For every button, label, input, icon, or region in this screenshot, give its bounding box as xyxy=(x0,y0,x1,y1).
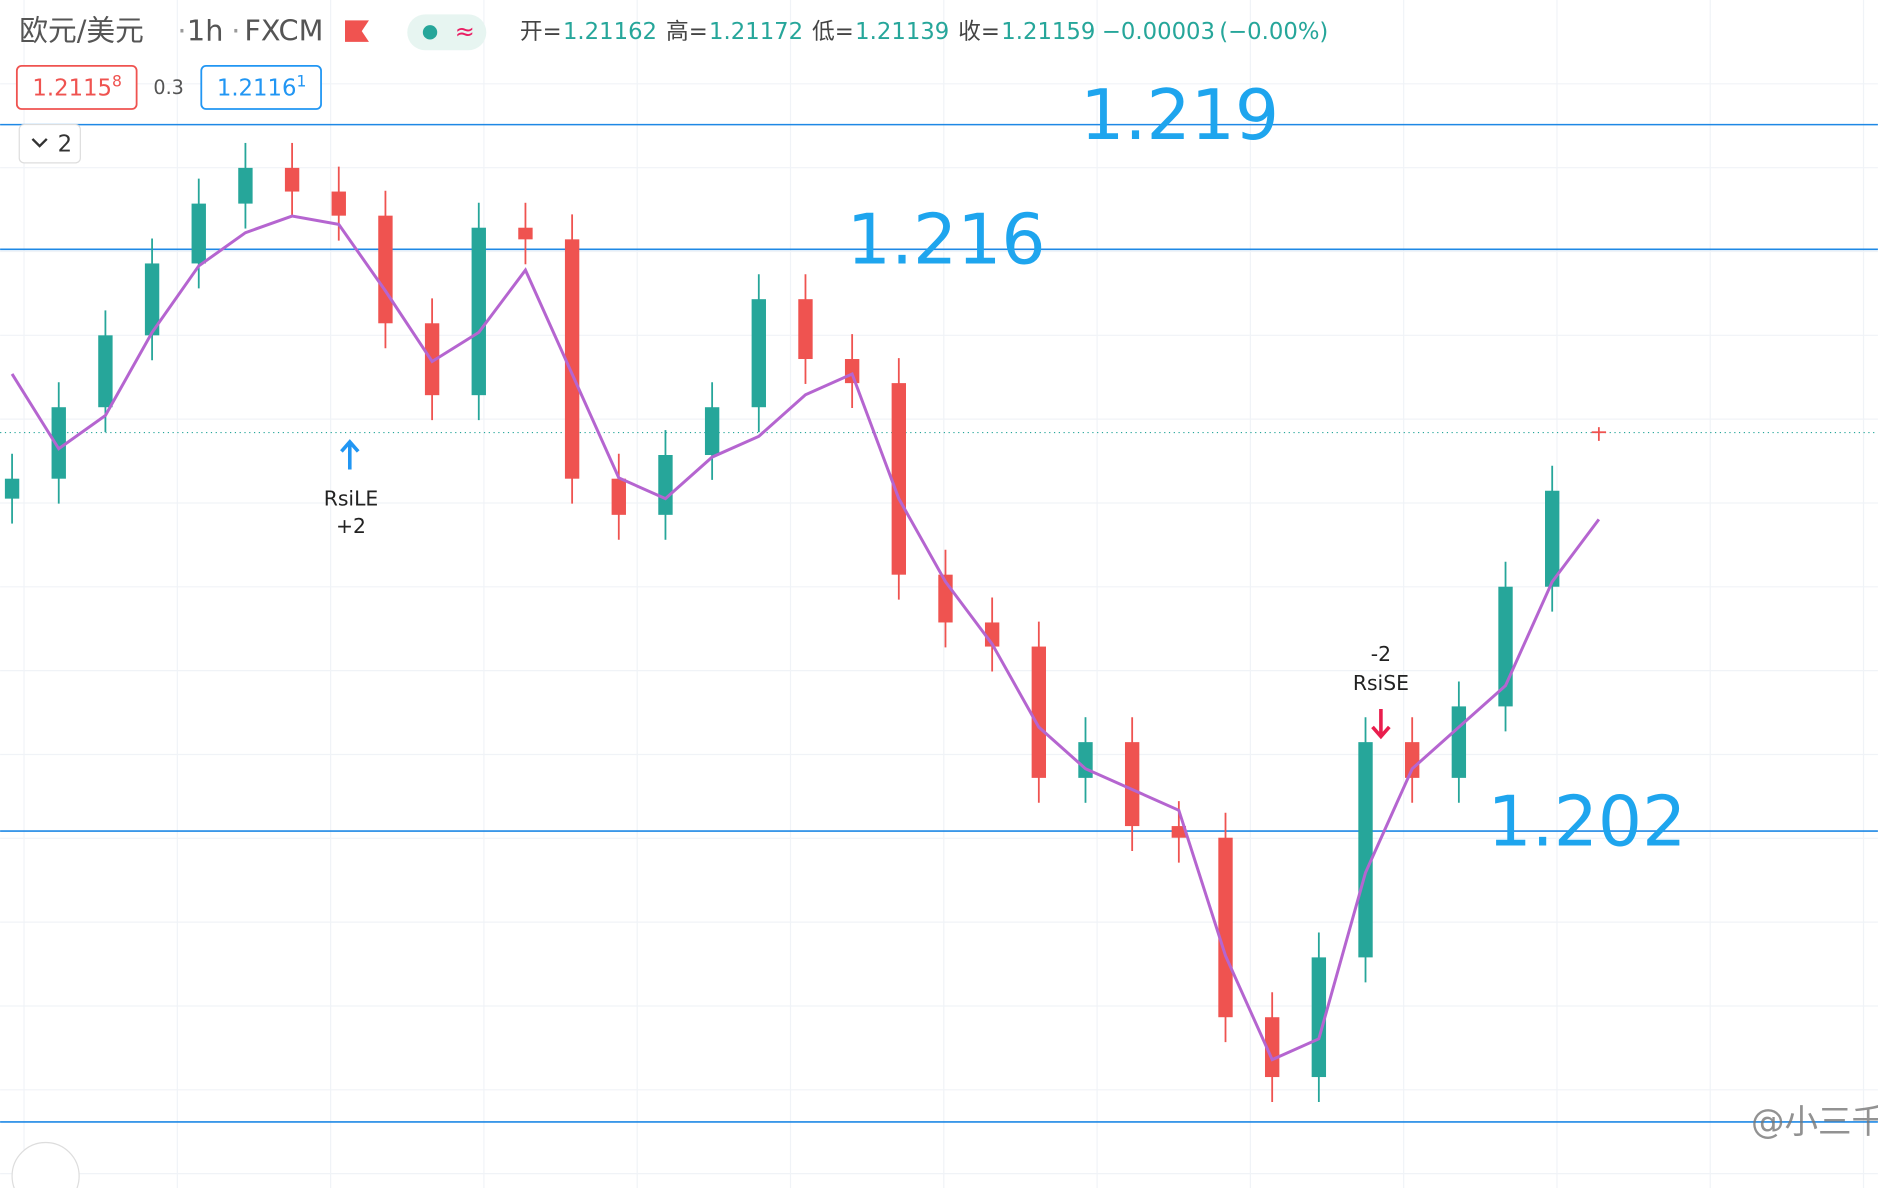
collapse-button[interactable] xyxy=(18,123,81,164)
candle-body xyxy=(331,191,346,216)
short-qty: -2 xyxy=(1371,642,1391,666)
interval: 1h xyxy=(187,13,224,47)
candle-body xyxy=(98,335,113,408)
ohlc-value: 1.21159 xyxy=(1001,19,1095,45)
ohlc-value: 1.21172 xyxy=(709,19,803,45)
ohlc: 开= 1.21162 高= 1.21172 低= 1.21139 收= 1.21159 −0.0… xyxy=(520,19,1328,45)
candle-body xyxy=(378,215,393,324)
candle-body xyxy=(751,299,766,408)
chevron xyxy=(31,138,48,148)
symbol: 欧元/美元 xyxy=(19,13,144,47)
bid-box[interactable] xyxy=(15,64,138,110)
candle-body xyxy=(1545,490,1560,587)
candle-body xyxy=(1218,837,1233,1018)
change-pct: (−0.00%) xyxy=(1219,19,1328,45)
ask-box[interactable] xyxy=(200,64,322,110)
status-dot xyxy=(422,25,438,40)
watermark: @小三千 xyxy=(1751,1102,1878,1141)
candle-body xyxy=(1031,646,1047,778)
candle-body xyxy=(1404,742,1420,778)
ask: 1.21161 xyxy=(217,72,307,101)
candle-body xyxy=(1451,706,1467,778)
long-signal: RsiLE xyxy=(324,486,379,510)
logo-button[interactable] xyxy=(11,1141,80,1188)
candle-body xyxy=(798,299,813,360)
flag-icon[interactable] xyxy=(345,20,369,42)
ohlc-label: 收= xyxy=(958,19,1000,45)
ohlc-value: 1.21162 xyxy=(563,19,657,45)
collapse-count: 2 xyxy=(58,131,72,157)
candle-body xyxy=(1124,742,1140,827)
candle-body xyxy=(704,407,720,456)
candle-body xyxy=(4,478,20,499)
candle-body xyxy=(1311,957,1327,1078)
candle-body xyxy=(658,455,673,515)
candle-body xyxy=(518,227,533,240)
indicator-toggle[interactable] xyxy=(407,14,487,51)
candle-body xyxy=(1591,431,1607,434)
candle-body xyxy=(1264,1017,1280,1078)
candle-body xyxy=(564,239,580,479)
wave-icon: ≈ xyxy=(455,17,475,45)
candle-body xyxy=(891,383,906,575)
candle-body xyxy=(284,167,300,192)
candle-body xyxy=(238,167,253,204)
level-label: 1.202 xyxy=(1487,782,1686,862)
separator: · xyxy=(231,13,240,47)
candle-body xyxy=(844,359,860,384)
ohlc-label: 高= xyxy=(666,19,708,45)
exchange: FXCM xyxy=(244,13,323,47)
ohlc-label: 低= xyxy=(812,19,854,45)
spread: 0.3 xyxy=(153,76,183,99)
separator: · xyxy=(177,13,186,47)
plot: 1.219 1.216 1.202 xyxy=(0,76,1878,1123)
level-label: 1.216 xyxy=(847,201,1046,281)
ohlc-value: 1.21139 xyxy=(855,19,949,45)
bid: 1.21158 xyxy=(32,72,122,101)
candle-body xyxy=(144,263,160,336)
moving-average xyxy=(10,214,1601,1062)
short-arrow xyxy=(1371,708,1391,740)
candle-body xyxy=(191,203,206,264)
candle-body xyxy=(471,227,486,396)
candle-body xyxy=(51,407,66,479)
candle-body xyxy=(611,478,626,515)
ohlc-label: 开= xyxy=(520,19,562,45)
short-signal: RsiSE xyxy=(1353,671,1409,695)
candle-body xyxy=(1358,742,1373,958)
change: −0.00003 xyxy=(1102,19,1215,45)
level-label: 1.219 xyxy=(1080,76,1279,156)
candle-body xyxy=(1171,826,1187,838)
long-arrow xyxy=(340,439,360,470)
long-qty: +2 xyxy=(336,514,366,538)
